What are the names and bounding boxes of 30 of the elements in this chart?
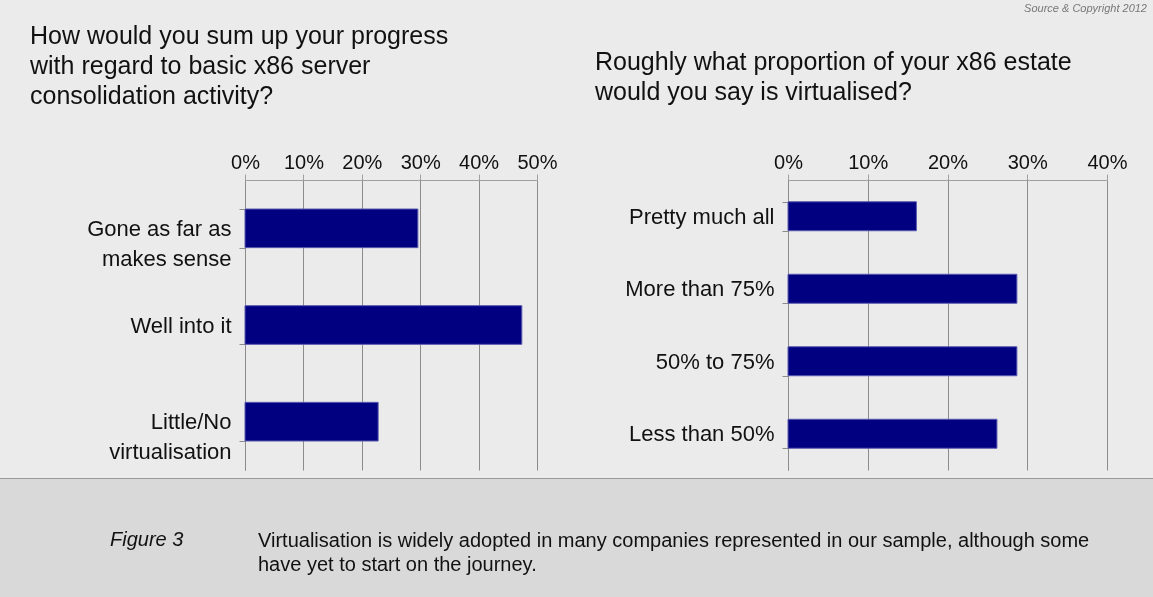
bar — [244, 305, 523, 345]
text: Virtualisation is widely adopted in many companies represented in our sample, although some have yet to start on the journey. — [258, 528, 1091, 576]
bar — [787, 346, 1018, 377]
bar — [244, 208, 419, 249]
bar — [244, 401, 379, 442]
x-tick-label: 30% — [400, 150, 441, 173]
x-tick-label: 20% — [342, 150, 383, 173]
y-tick-label: Pretty much all — [629, 203, 775, 229]
x-tick-label: 10% — [283, 150, 325, 173]
bar — [787, 273, 1018, 304]
x-tick-label: 30% — [1007, 150, 1048, 173]
y-tick-label: Little/No virtualisation — [109, 409, 232, 465]
x-tick-label: 0% — [231, 150, 261, 173]
bar — [787, 418, 998, 449]
x-tick-label: 40% — [1087, 150, 1128, 173]
x-tick-label: 40% — [459, 150, 500, 173]
y-tick-label: Less than 50% — [628, 421, 775, 447]
y-tick-label: 50% to 75% — [655, 348, 775, 374]
chart-title: How would you sum up your progress with regard to basic x86 server consolidation activity? — [30, 20, 450, 110]
x-tick-label: 0% — [774, 150, 804, 173]
source-note: Source & Copyright 2012 — [1024, 2, 1147, 14]
x-tick-label: 10% — [848, 150, 889, 173]
y-tick-label: Gone as far as makes sense — [87, 215, 232, 271]
y-tick-label: Well into it — [130, 312, 232, 338]
bar — [787, 201, 917, 232]
caption: Figure 3 — [110, 528, 184, 551]
chart-title: Roughly what proportion of your x86 estate would you say is virtualised? — [595, 46, 1073, 106]
x-tick-label: 50% — [517, 150, 558, 173]
x-tick-label: 20% — [927, 150, 969, 173]
y-tick-label: More than 75% — [625, 276, 775, 302]
